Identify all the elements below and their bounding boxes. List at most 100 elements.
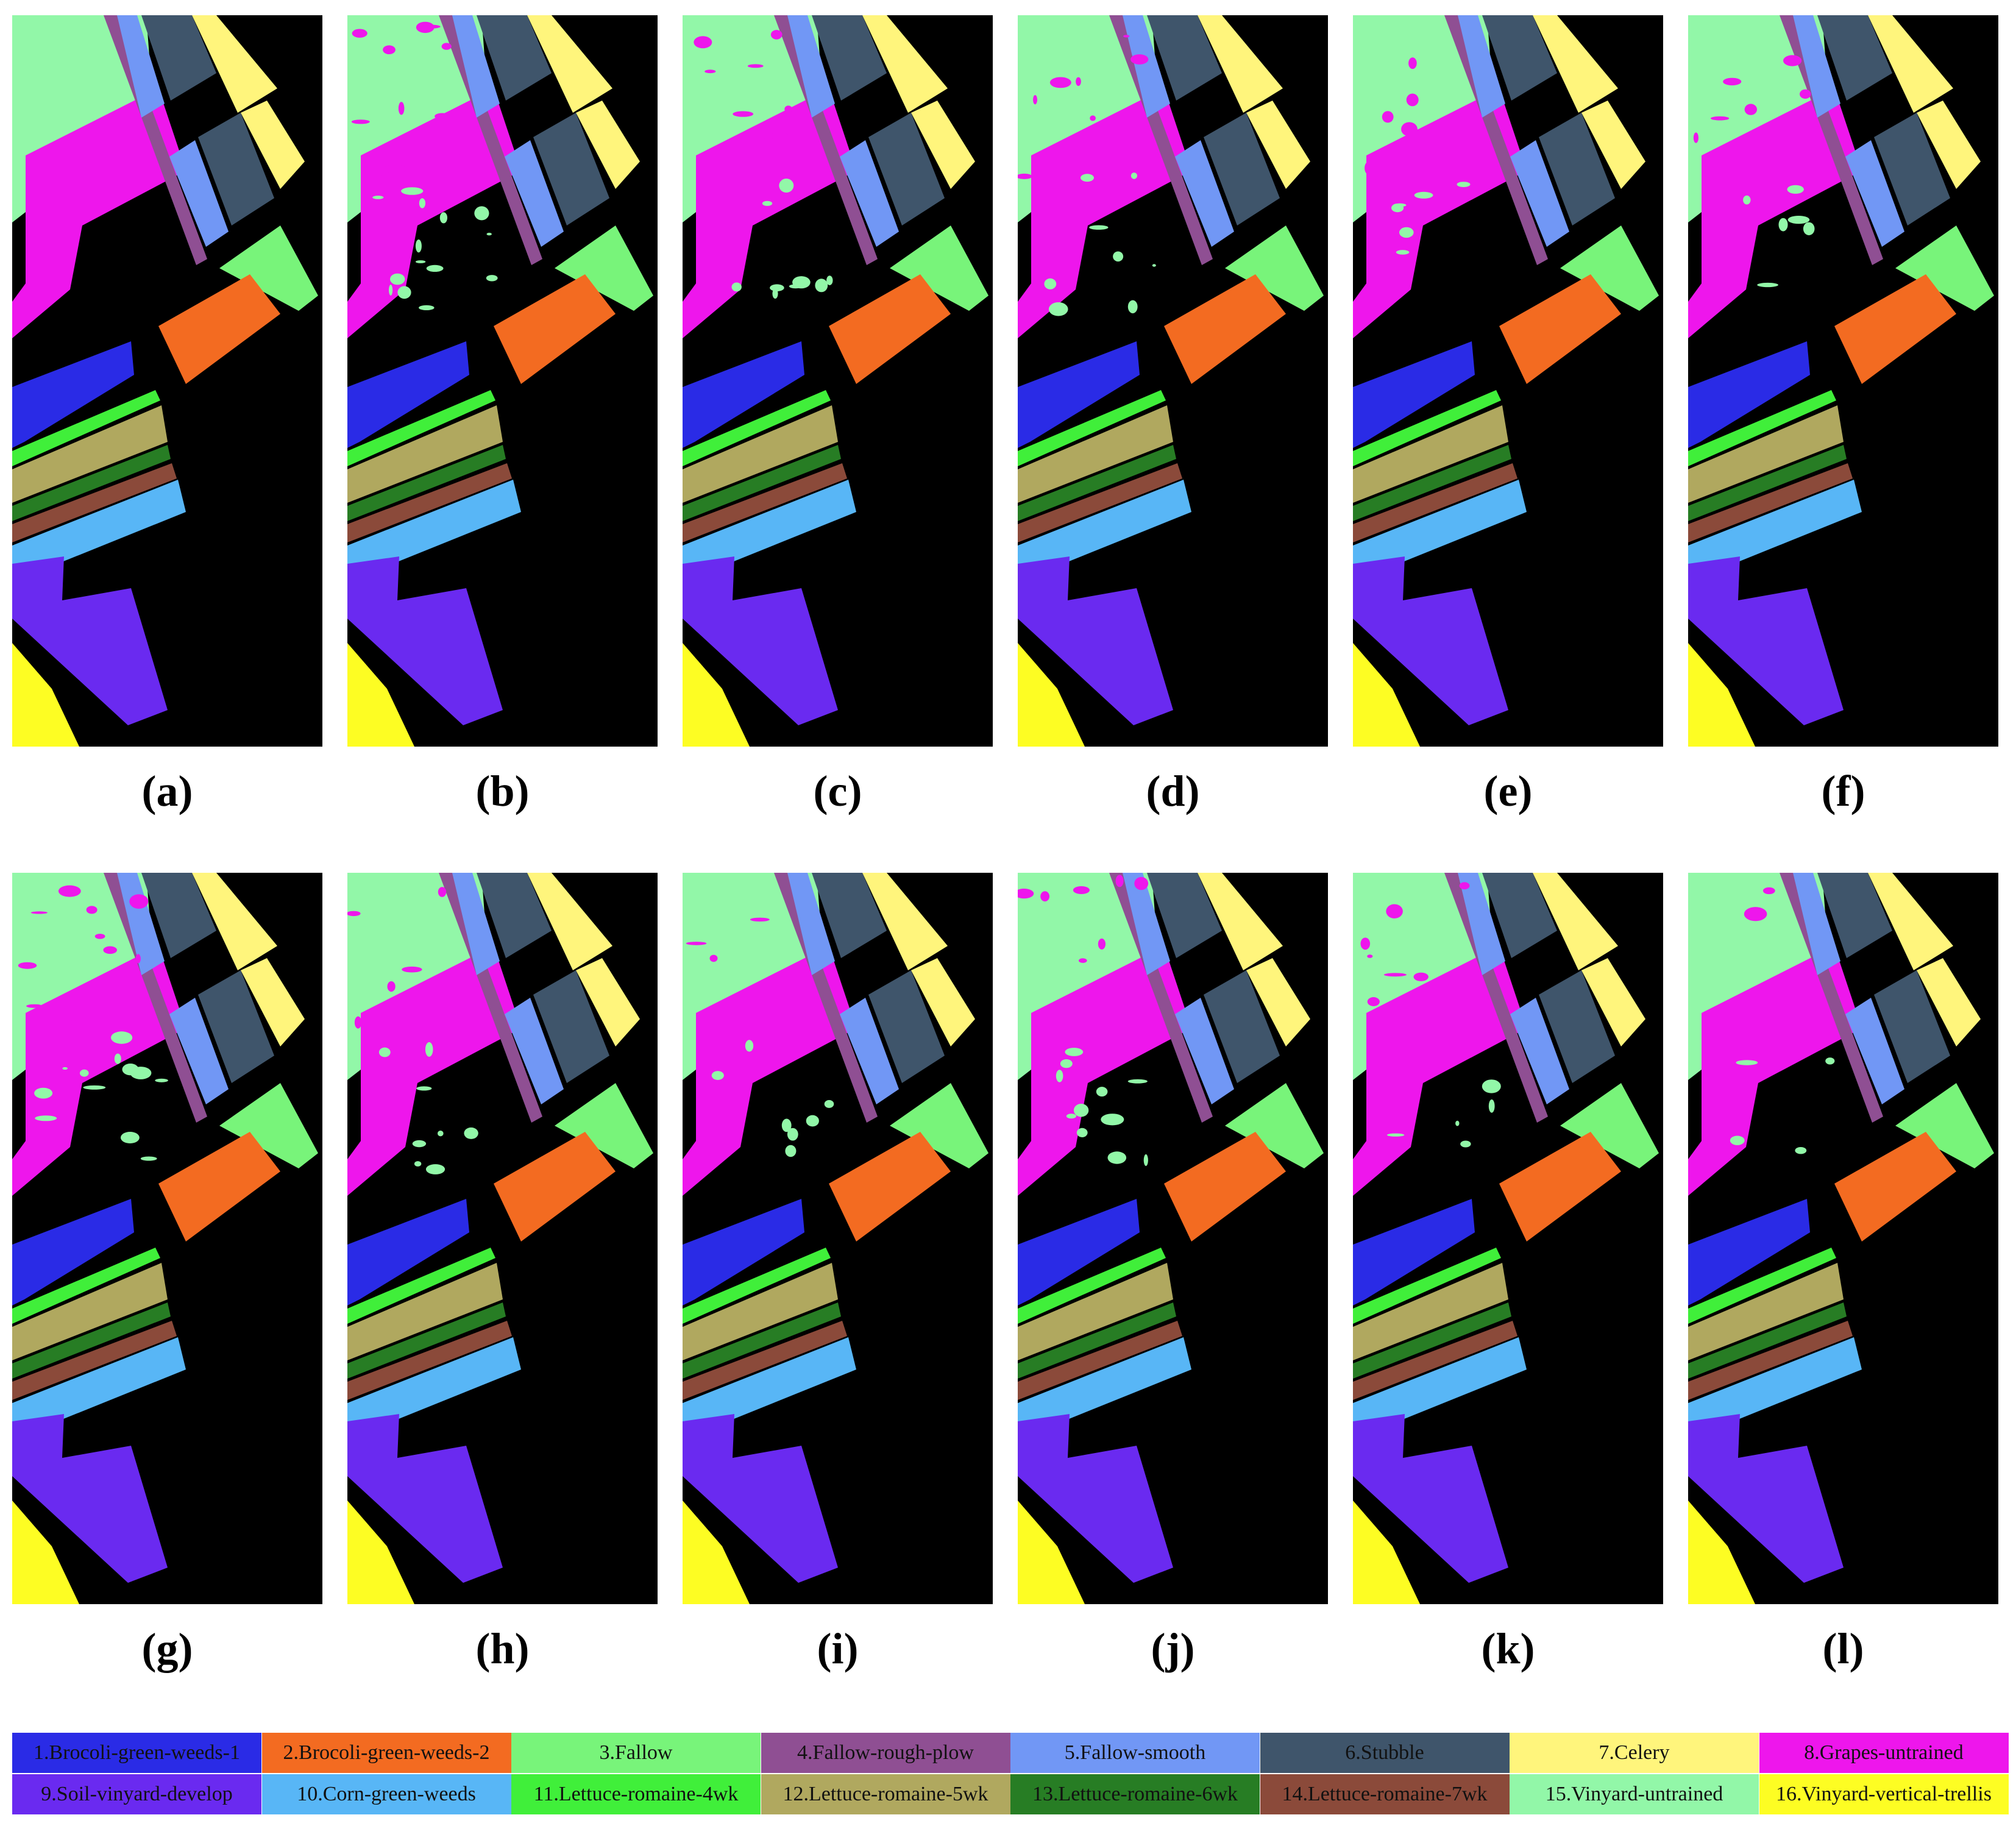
noise-blob [1118,987,1127,995]
noise-blob [1049,77,1071,88]
field-class-1 [347,341,469,448]
noise-blob [1365,162,1373,175]
noise-blob [1386,904,1403,918]
noise-blob [770,30,783,40]
field-class-12 [1018,1263,1173,1360]
noise-blob [709,954,718,962]
noise-blob [352,29,367,38]
field-class-10 [1688,1337,1862,1440]
field-class-14 [683,1321,847,1400]
classification-map-b [347,15,658,747]
noise-blob [410,1014,419,1026]
map-svg [12,873,318,1604]
field-class-14 [1353,463,1517,542]
noise-blob [135,954,141,964]
field-class-2 [829,1132,951,1242]
field-class-6 [1874,970,1950,1083]
noise-blob [1408,57,1417,69]
noise-blob [441,43,452,50]
legend-item-3: 3.Fallow [511,1733,761,1773]
panel-label: (i) [817,1624,859,1673]
noise-blob [1693,132,1698,143]
field-class-10 [12,1337,186,1440]
noise-blob [1470,171,1477,179]
noise-blob [1123,35,1130,38]
field-class-1 [1353,341,1475,448]
field-class-5 [1458,15,1505,118]
field-class-6 [1204,970,1280,1083]
field-class-10 [1688,480,1862,582]
noise-blob [1076,77,1081,86]
field-class-9 [1353,556,1508,725]
noise-blob [745,1040,754,1052]
field-class-13 [347,445,506,521]
field-class-5 [1793,873,1840,975]
panel-label: (g) [141,1624,193,1673]
field-class-12 [1688,1263,1844,1360]
noise-blob [435,113,450,119]
noise-blob [464,1127,478,1139]
noise-blob [733,111,754,117]
noise-blob [787,1128,798,1141]
field-class-8 [1018,946,1191,1196]
field-class-11 [12,390,160,466]
noise-blob [1723,77,1742,86]
noise-blob [426,265,444,272]
field-class-14 [1688,1321,1853,1400]
legend-item-12: 12.Lettuce-romaine-5wk [761,1774,1010,1814]
noise-blob [439,212,447,224]
field-class-10 [1018,480,1191,582]
field-class-7 [1533,15,1618,113]
noise-blob [1374,175,1386,180]
field-class-13 [683,1302,841,1379]
field-class-5 [1845,998,1904,1104]
legend-item-11: 11.Lettuce-romaine-4wk [511,1774,761,1814]
field-class-1 [347,1199,469,1306]
field-class-4 [439,873,542,1123]
noise-blob [1127,1079,1148,1084]
field-class-9 [683,556,838,725]
noise-blob [1386,1133,1405,1137]
noise-blob [1778,218,1788,232]
noise-blob [1457,182,1471,187]
field-class-4 [1780,873,1883,1123]
noise-blob [58,885,81,897]
field-class-5 [1510,140,1569,247]
noise-blob [779,179,794,193]
noise-blob [438,887,447,897]
noise-blob [155,1078,168,1082]
field-class-16 [1018,1501,1085,1604]
field-class-10 [683,1337,856,1440]
noise-blob [419,24,441,29]
noise-blob [1066,1114,1076,1119]
noise-blob [447,153,460,157]
field-class-8 [12,946,186,1196]
noise-blob [1787,185,1804,194]
noise-blob [1048,302,1068,316]
noise-blob [1744,907,1767,922]
noise-blob [1414,191,1433,199]
field-class-10 [1018,1337,1191,1440]
field-class-10 [683,480,856,582]
field-class-7 [1533,873,1618,970]
noise-blob [785,1145,797,1157]
noise-blob [1399,227,1414,238]
field-class-3 [219,226,318,311]
noise-blob [1446,976,1452,985]
field-class-7 [241,958,305,1046]
noise-blob [1396,250,1410,255]
field-class-6 [1539,113,1615,226]
noise-blob [784,105,792,113]
noise-blob [389,285,393,296]
field-class-5 [1123,15,1170,118]
legend-item-10: 10.Corn-green-weeds [261,1774,511,1814]
noise-blob [1488,1099,1495,1113]
panel-label: (b) [475,767,530,815]
field-class-1 [1353,1199,1475,1306]
field-class-7 [527,15,612,113]
field-class-7 [1198,15,1283,113]
field-class-7 [192,873,277,970]
noise-blob [474,206,489,221]
field-class-7 [1198,873,1283,970]
legend-item-9: 9.Soil-vinyard-develop [12,1774,261,1814]
